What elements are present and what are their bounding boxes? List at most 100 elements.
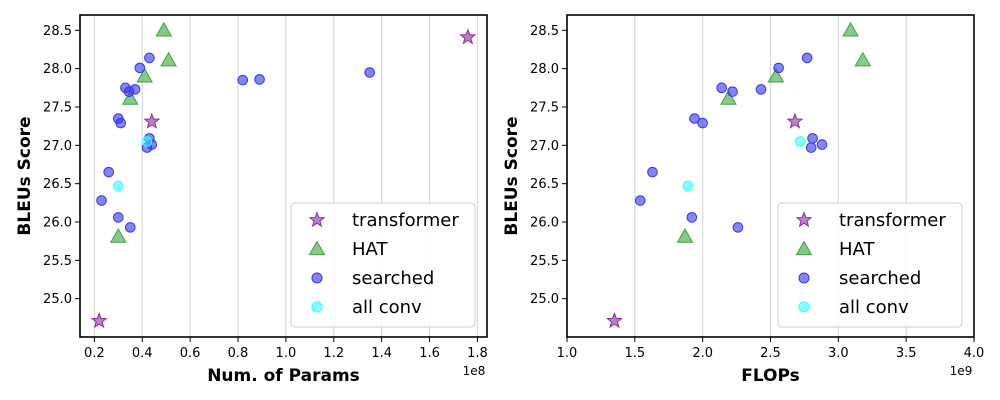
- data-point-transformer: [459, 28, 477, 45]
- y-tick-label: 26.5: [43, 177, 72, 192]
- data-point-searched: [115, 117, 126, 129]
- data-point-searched: [816, 139, 828, 150]
- series-all-conv: [113, 136, 153, 192]
- x-tick-label: 1.0: [557, 346, 578, 361]
- x-tick-label: 0.2: [84, 346, 105, 361]
- data-point-searched: [716, 82, 727, 94]
- y-tick-label: 28.5: [43, 24, 72, 39]
- y-axis-label: BLEUs Score: [15, 116, 35, 235]
- data-point-searched: [96, 195, 107, 206]
- x-tick-label: 0.8: [228, 346, 249, 361]
- data-point-all-conv: [141, 136, 153, 147]
- legend-label: transformer: [839, 210, 946, 231]
- data-point-HAT: [720, 90, 737, 105]
- data-point-all-conv: [113, 180, 124, 192]
- series-transformer: [605, 112, 804, 329]
- legend-label: HAT: [352, 239, 388, 260]
- axes-frame: [79, 14, 488, 338]
- y-tick-label: 25.5: [43, 254, 72, 269]
- series-HAT: [676, 21, 872, 243]
- x-offset-label: 1e9: [950, 364, 973, 378]
- data-point-searched: [364, 67, 375, 78]
- y-tick-label: 28.5: [530, 24, 559, 39]
- series-transformer: [90, 28, 477, 329]
- x-tick-label: 0.4: [132, 346, 153, 361]
- y-axis-label: BLEUs Score: [502, 116, 522, 235]
- series-HAT: [109, 21, 177, 243]
- data-point-searched: [634, 195, 646, 206]
- x-tick-label: 1.2: [323, 346, 344, 361]
- params-chart: 0.2 0.4 0.6 0.8 1.0 1.2 1.4 1.6 1.8 25.0 25.5 26.0 2…: [15, 14, 488, 386]
- legend-marker-all-conv: [798, 301, 810, 313]
- data-point-transformer: [143, 112, 161, 129]
- data-point-searched: [686, 212, 698, 223]
- y-tick-label: 26.0: [43, 216, 72, 231]
- data-point-transformer: [605, 311, 623, 329]
- data-point-transformer: [786, 112, 804, 129]
- data-point-HAT: [121, 90, 139, 105]
- y-tick-label: 27.5: [43, 101, 72, 116]
- x-tick-label: 1.5: [624, 346, 645, 361]
- data-point-HAT: [854, 51, 872, 67]
- data-point-searched: [727, 86, 738, 97]
- data-point-searched: [113, 212, 124, 223]
- data-point-HAT: [160, 51, 177, 67]
- data-point-searched: [805, 142, 817, 153]
- x-tick-label: 0.6: [180, 346, 201, 361]
- legend-label: all conv: [352, 297, 422, 318]
- data-point-all-conv: [682, 180, 694, 192]
- y-tick-label: 28.0: [530, 62, 559, 77]
- legend-marker-HAT: [795, 240, 813, 256]
- y-tick-label: 25.0: [43, 292, 72, 307]
- data-point-transformer: [90, 311, 108, 329]
- data-point-searched: [124, 222, 136, 233]
- legend-marker-HAT: [308, 240, 326, 256]
- legend-box: [290, 202, 476, 328]
- x-tick-label: 2.5: [760, 346, 781, 361]
- x-tick-label: 3.5: [896, 346, 917, 361]
- x-axis-label: Num. of Params: [207, 366, 360, 386]
- x-tick-label: 1.6: [419, 346, 440, 361]
- x-tick-label: 4.0: [964, 346, 985, 361]
- data-point-searched: [134, 62, 146, 74]
- y-tick-label: 27.0: [530, 139, 559, 154]
- x-tick-label: 1.0: [276, 346, 297, 361]
- data-point-searched: [755, 84, 767, 95]
- y-tick-label: 28.0: [43, 62, 72, 77]
- legend-label: searched: [839, 268, 921, 289]
- data-point-searched: [689, 113, 700, 124]
- legend-marker-searched: [311, 272, 323, 284]
- data-point-searched: [237, 74, 249, 86]
- data-point-HAT: [842, 21, 859, 37]
- x-tick-label: 1.4: [371, 346, 392, 361]
- x-tick-label: 3.0: [828, 346, 849, 361]
- legend-marker-all-conv: [311, 301, 323, 313]
- data-point-searched: [773, 62, 784, 74]
- series-searched: [634, 52, 828, 233]
- x-axis-label: FLOPs: [741, 366, 800, 386]
- data-point-searched: [801, 52, 813, 64]
- legend-label: HAT: [839, 239, 875, 260]
- y-tick-label: 26.5: [530, 177, 559, 192]
- x-offset-label: 1e8: [463, 364, 486, 378]
- legend-marker-transformer: [795, 211, 813, 228]
- data-point-searched: [807, 133, 818, 144]
- series-all-conv: [682, 136, 806, 192]
- data-point-all-conv: [795, 136, 806, 147]
- legend-marker-searched: [798, 272, 810, 284]
- legend-label: all conv: [839, 297, 909, 318]
- y-tick-label: 25.0: [530, 292, 559, 307]
- legend-label: searched: [352, 268, 434, 289]
- data-point-searched: [144, 52, 155, 64]
- data-point-searched: [647, 166, 658, 178]
- data-point-searched: [103, 166, 115, 178]
- legend-label: transformer: [352, 210, 459, 231]
- data-point-HAT: [767, 67, 785, 83]
- data-point-HAT: [109, 228, 127, 243]
- legend-box: [777, 202, 963, 328]
- data-point-HAT: [155, 21, 173, 37]
- data-point-searched: [697, 117, 708, 129]
- data-point-searched: [254, 74, 265, 85]
- y-tick-label: 25.5: [530, 254, 559, 269]
